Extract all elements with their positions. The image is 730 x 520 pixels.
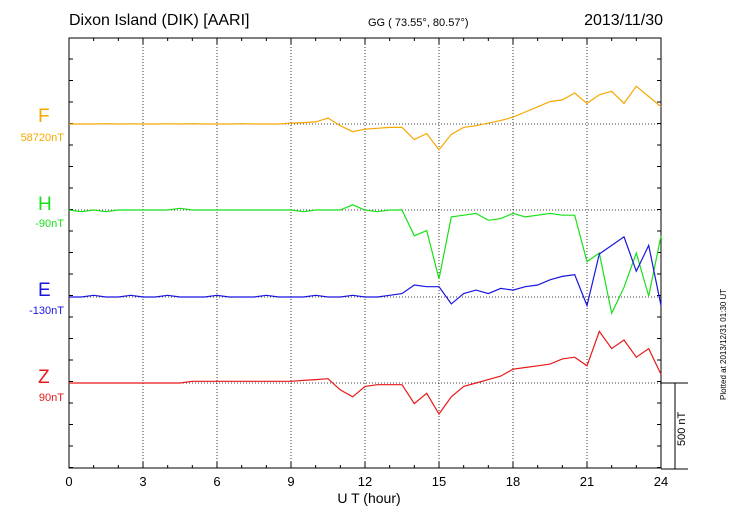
series-line-z — [69, 330, 662, 416]
series-baseline-h: -90nT — [35, 218, 64, 230]
series-line-e — [69, 235, 662, 308]
plotted-timestamp: Plotted at 2013/12/31 01:30 UT — [719, 288, 728, 400]
series-baseline-f: 58720nT — [20, 132, 64, 144]
series-line-h — [68, 204, 662, 316]
series-baseline-e: -130nT — [29, 305, 64, 317]
series-name-h: H — [38, 194, 52, 215]
plot-date: 2013/11/30 — [584, 12, 663, 29]
x-tick-label: 18 — [505, 474, 521, 489]
x-tick-label: 9 — [287, 474, 295, 489]
station-coordinates: GG ( 73.55°, 80.57°) — [368, 17, 469, 29]
x-tick-label: 12 — [357, 474, 373, 489]
x-tick-label: 6 — [213, 474, 221, 489]
plot-frame — [68, 37, 662, 469]
x-axis-label: U T (hour) — [337, 490, 401, 506]
x-tick-label: 0 — [65, 474, 73, 489]
series-name-z: Z — [38, 367, 50, 388]
station-title: Dixon Island (DIK) [AARI] — [69, 12, 250, 29]
series-name-f: F — [38, 106, 50, 127]
x-tick-label: 21 — [579, 474, 595, 489]
series-baseline-z: 90nT — [38, 392, 64, 404]
series-name-e: E — [38, 280, 51, 301]
x-tick-label: 24 — [653, 474, 669, 489]
scale-bar-label: 500 nT — [676, 411, 688, 446]
series-line-f — [69, 85, 662, 151]
x-tick-label: 3 — [139, 474, 147, 489]
x-tick-label: 15 — [431, 474, 447, 489]
